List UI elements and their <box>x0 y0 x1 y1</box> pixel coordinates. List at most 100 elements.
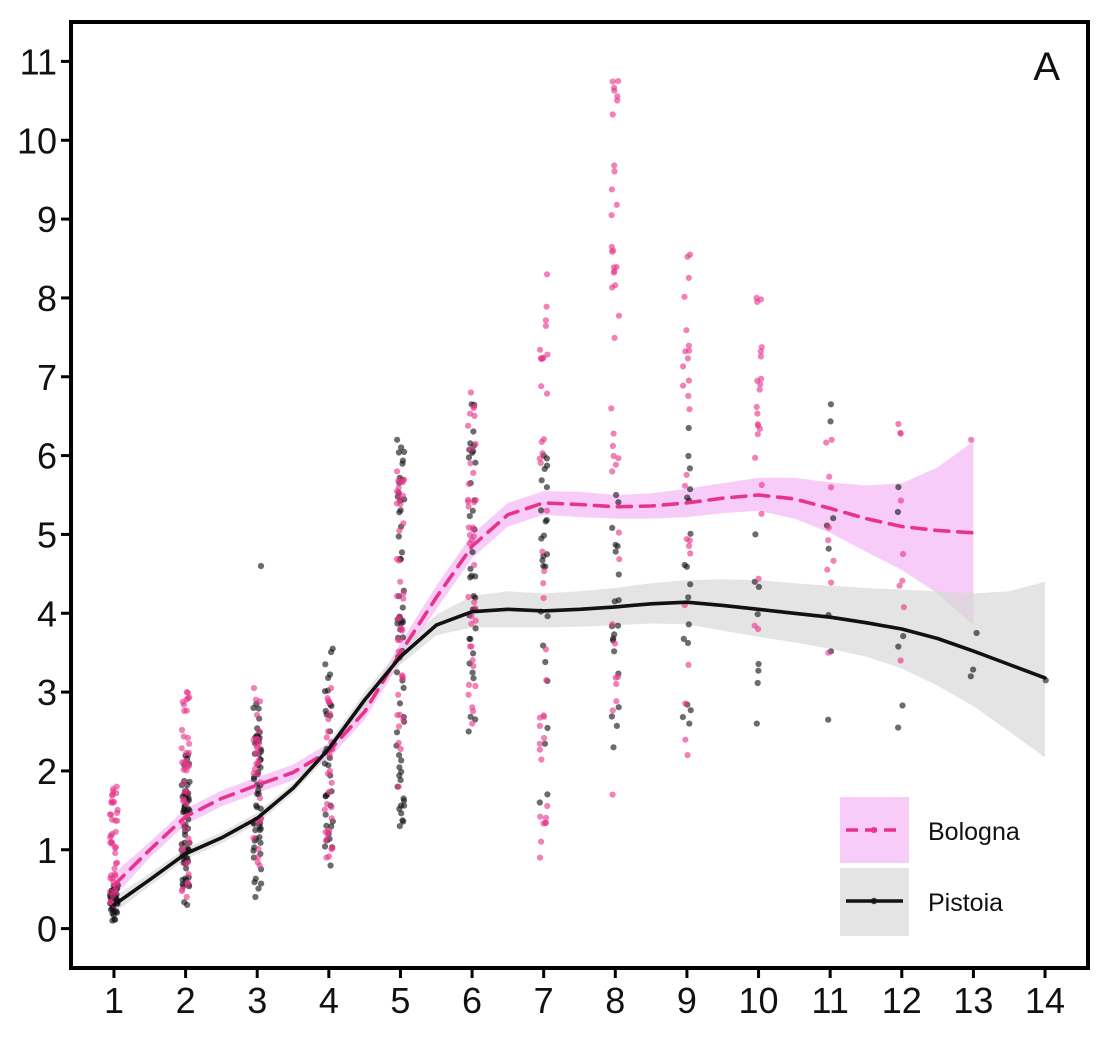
data-point-pistoia <box>895 643 902 650</box>
data-point-pistoia <box>257 562 265 570</box>
data-point-pistoia <box>467 713 474 720</box>
data-point-pistoia <box>543 551 551 558</box>
data-point-bologna <box>400 590 407 597</box>
data-point-bologna <box>178 726 186 734</box>
data-point-pistoia <box>611 648 618 655</box>
data-point-bologna <box>686 406 693 413</box>
data-point-pistoia <box>253 804 261 811</box>
y-tick-label: 4 <box>37 593 57 634</box>
data-point-bologna <box>753 403 760 411</box>
data-point-bologna <box>897 497 905 504</box>
data-point-bologna <box>325 788 333 795</box>
data-point-bologna <box>468 613 475 620</box>
data-point-bologna <box>536 854 544 861</box>
data-point-pistoia <box>469 507 476 514</box>
y-tick-label: 10 <box>17 120 57 161</box>
data-point-pistoia <box>541 465 548 472</box>
x-tick-label: 14 <box>1025 980 1065 1021</box>
data-point-bologna <box>108 816 116 823</box>
data-point-pistoia <box>684 639 692 647</box>
data-point-bologna <box>465 422 472 429</box>
data-point-pistoia <box>895 724 902 731</box>
data-point-pistoia <box>536 799 543 806</box>
x-tick-label: 1 <box>104 980 124 1021</box>
data-point-bologna <box>540 354 547 361</box>
data-point-pistoia <box>755 660 762 668</box>
data-point-bologna <box>828 579 835 586</box>
confidence-band-bologna <box>114 441 974 897</box>
data-point-bologna <box>899 577 906 584</box>
data-point-bologna <box>611 84 618 91</box>
data-point-bologna <box>612 282 619 289</box>
data-point-bologna <box>250 770 257 777</box>
data-point-pistoia <box>612 548 619 555</box>
data-point-bologna <box>184 879 191 886</box>
data-point-bologna <box>179 845 186 852</box>
data-point-bologna <box>751 622 758 629</box>
legend-label-pistoia: Pistoia <box>928 889 1003 917</box>
data-point-bologna <box>825 524 832 531</box>
data-point-pistoia <box>894 508 902 516</box>
data-point-bologna <box>608 405 615 412</box>
data-point-bologna <box>252 696 260 703</box>
data-point-bologna <box>400 716 407 723</box>
data-point-bologna <box>470 533 477 540</box>
y-tick-label: 7 <box>37 357 57 398</box>
data-point-bologna <box>611 640 619 647</box>
data-point-pistoia <box>538 477 545 484</box>
data-point-bologna <box>830 557 837 564</box>
data-point-bologna <box>824 566 831 573</box>
data-point-pistoia <box>326 671 334 678</box>
data-point-bologna <box>613 201 620 208</box>
data-point-pistoia <box>615 499 622 506</box>
data-point-pistoia <box>258 880 265 887</box>
data-point-pistoia <box>899 702 906 709</box>
y-tick-label: 1 <box>37 830 57 871</box>
data-point-bologna <box>114 817 121 824</box>
data-point-bologna <box>325 853 333 860</box>
data-point-bologna <box>616 556 623 563</box>
data-point-bologna <box>108 798 115 805</box>
data-point-bologna <box>470 663 477 670</box>
data-point-bologna <box>184 734 191 742</box>
data-point-pistoia <box>395 533 402 540</box>
y-tick-label: 6 <box>37 436 57 477</box>
data-point-pistoia <box>181 899 188 906</box>
data-point-pistoia <box>755 583 763 591</box>
data-point-pistoia <box>687 581 694 588</box>
data-point-bologna <box>395 723 403 730</box>
data-point-bologna <box>609 707 616 714</box>
data-point-bologna <box>609 621 616 628</box>
data-point-bologna <box>469 708 477 715</box>
data-point-bologna <box>685 392 692 399</box>
data-point-bologna <box>322 837 330 844</box>
data-point-pistoia <box>321 760 328 767</box>
data-point-bologna <box>684 752 691 759</box>
data-point-pistoia <box>250 847 257 854</box>
data-point-pistoia <box>470 593 477 600</box>
data-point-bologna <box>111 865 118 872</box>
data-point-bologna <box>685 377 693 384</box>
data-point-bologna <box>250 685 258 692</box>
x-tick-label: 7 <box>534 980 554 1021</box>
confidence-bands <box>114 441 1045 913</box>
data-point-bologna <box>178 745 185 752</box>
data-point-bologna <box>109 830 116 838</box>
data-point-bologna <box>321 806 328 813</box>
data-point-bologna <box>755 575 762 582</box>
data-point-bologna <box>609 442 617 449</box>
data-point-pistoia <box>399 604 406 611</box>
data-point-bologna <box>465 503 472 510</box>
data-point-pistoia <box>609 524 616 532</box>
data-point-bologna <box>539 548 546 555</box>
data-point-pistoia <box>251 879 258 886</box>
data-point-pistoia <box>401 802 408 809</box>
data-point-pistoia <box>544 791 551 798</box>
data-point-pistoia <box>685 594 692 601</box>
data-point-pistoia <box>613 491 620 499</box>
data-point-bologna <box>895 420 902 428</box>
data-point-bologna <box>537 346 544 353</box>
data-point-pistoia <box>470 428 477 435</box>
x-tick-label: 3 <box>247 980 267 1021</box>
